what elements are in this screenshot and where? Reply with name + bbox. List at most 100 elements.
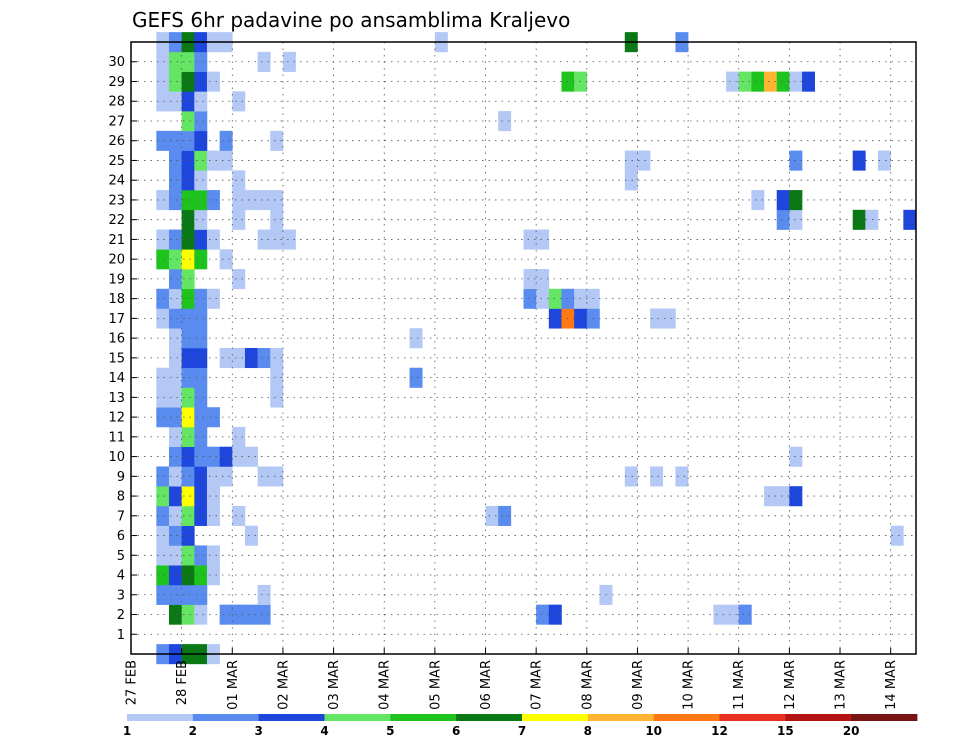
- heatmap-cell: [726, 71, 740, 92]
- colorbar-label: 20: [843, 724, 860, 738]
- heatmap-cell: [181, 111, 195, 132]
- x-tick-label: 12 MAR: [783, 660, 798, 710]
- heatmap-cell: [168, 407, 182, 428]
- colorbar-swatch: [456, 714, 523, 721]
- heatmap-cell: [168, 150, 182, 171]
- heatmap-cell: [156, 584, 170, 605]
- heatmap-cell: [232, 269, 246, 290]
- y-tick-label: 28: [108, 95, 125, 110]
- heatmap-cell: [232, 426, 246, 448]
- heatmap-cell: [244, 446, 258, 467]
- heatmap-cell: [168, 308, 182, 329]
- heatmap-cell: [257, 229, 271, 250]
- colorbar-swatch: [390, 714, 457, 721]
- heatmap-cell: [156, 525, 170, 546]
- heatmap-cell: [257, 348, 271, 369]
- y-tick-label: 19: [108, 272, 125, 287]
- heatmap-cell: [194, 328, 208, 349]
- heatmap-cell: [181, 130, 195, 151]
- heatmap-cell: [181, 269, 195, 290]
- heatmap-cell: [168, 91, 182, 112]
- heatmap-cell: [181, 190, 195, 211]
- heatmap-cell: [168, 486, 182, 507]
- x-tick-label: 09 MAR: [631, 660, 646, 710]
- y-tick-label: 23: [108, 193, 125, 208]
- heatmap-cell: [536, 288, 550, 309]
- heatmap-cell: [156, 288, 170, 309]
- heatmap-cell: [168, 565, 182, 586]
- heatmap-cell: [738, 604, 752, 625]
- heatmap-cell: [776, 486, 790, 507]
- heatmap-cell: [181, 426, 195, 448]
- heatmap-cell: [270, 387, 284, 408]
- heatmap-cell: [194, 170, 208, 191]
- heatmap-cell: [523, 269, 537, 290]
- heatmap-cell: [865, 209, 879, 230]
- heatmap-cell: [168, 288, 182, 309]
- plot-frame: [130, 41, 917, 655]
- heatmap-cell: [194, 426, 208, 448]
- heatmap-cell: [219, 150, 233, 171]
- y-tick-label: 8: [117, 490, 125, 505]
- x-tick-label: 10 MAR: [682, 660, 697, 710]
- heatmap-cell: [156, 565, 170, 586]
- heatmap-cell: [498, 111, 512, 132]
- heatmap-cell: [232, 446, 246, 467]
- y-tick-label: 12: [108, 411, 125, 426]
- heatmap-cell: [270, 466, 284, 487]
- heatmap-cell: [232, 190, 246, 211]
- heatmap-cell: [194, 51, 208, 72]
- heatmap-cell: [194, 209, 208, 230]
- y-tick-label: 7: [117, 509, 125, 524]
- x-axis-ticks: 27 FEB 28 FEB 01 MAR 02 MAR 03 MAR 04 MAR 05 M…: [125, 648, 899, 710]
- y-tick-label: 3: [117, 588, 125, 603]
- heatmap-cell: [194, 407, 208, 428]
- heatmap-cell: [156, 545, 170, 566]
- heatmap-cell: [536, 269, 550, 290]
- heatmap-cell: [498, 505, 512, 526]
- heatmap-cell: [194, 348, 208, 369]
- y-tick-label: 29: [108, 75, 125, 90]
- heatmap-cell: [156, 71, 170, 92]
- x-tick-label: 06 MAR: [479, 660, 494, 710]
- y-tick-label: 11: [108, 430, 125, 445]
- heatmap-cell: [156, 387, 170, 408]
- heatmap-cell: [232, 505, 246, 526]
- heatmap-cell: [789, 150, 803, 171]
- heatmap-cell: [764, 486, 778, 507]
- heatmap-cell: [181, 288, 195, 309]
- heatmap-cell: [270, 367, 284, 388]
- heatmap-cell: [523, 229, 537, 250]
- heatmap-cell: [156, 51, 170, 72]
- heatmap-cell: [802, 71, 816, 92]
- heatmap-cell: [181, 91, 195, 112]
- heatmap-cell: [168, 525, 182, 546]
- x-tick-label: 11 MAR: [732, 660, 747, 710]
- heatmap-cell: [282, 229, 296, 250]
- y-tick-label: 17: [108, 312, 125, 327]
- heatmap-cell: [270, 130, 284, 151]
- heatmap-cell: [789, 71, 803, 92]
- heatmap-cell: [206, 150, 220, 171]
- heatmap-cell: [244, 348, 258, 369]
- colorbar-label: 7: [518, 724, 526, 738]
- heatmap-cell: [219, 604, 233, 625]
- heatmap-cell: [156, 229, 170, 250]
- heatmap-cell: [206, 565, 220, 586]
- heatmap-cell: [232, 170, 246, 191]
- heatmap-cell: [485, 505, 499, 526]
- heatmap-cell: [181, 51, 195, 72]
- heatmap-cell: [181, 328, 195, 349]
- heatmap-cell: [219, 466, 233, 487]
- heatmap-cell: [270, 190, 284, 211]
- heatmap-cell: [168, 367, 182, 388]
- heatmap-cell: [168, 545, 182, 566]
- heatmap-cell: [776, 209, 790, 230]
- heatmap-cell: [181, 446, 195, 467]
- heatmap-cell: [194, 387, 208, 408]
- y-tick-label: 13: [108, 391, 125, 406]
- x-tick-label: 27 FEB: [125, 660, 140, 705]
- heatmap-cell: [181, 249, 195, 270]
- heatmap-cell: [548, 308, 562, 329]
